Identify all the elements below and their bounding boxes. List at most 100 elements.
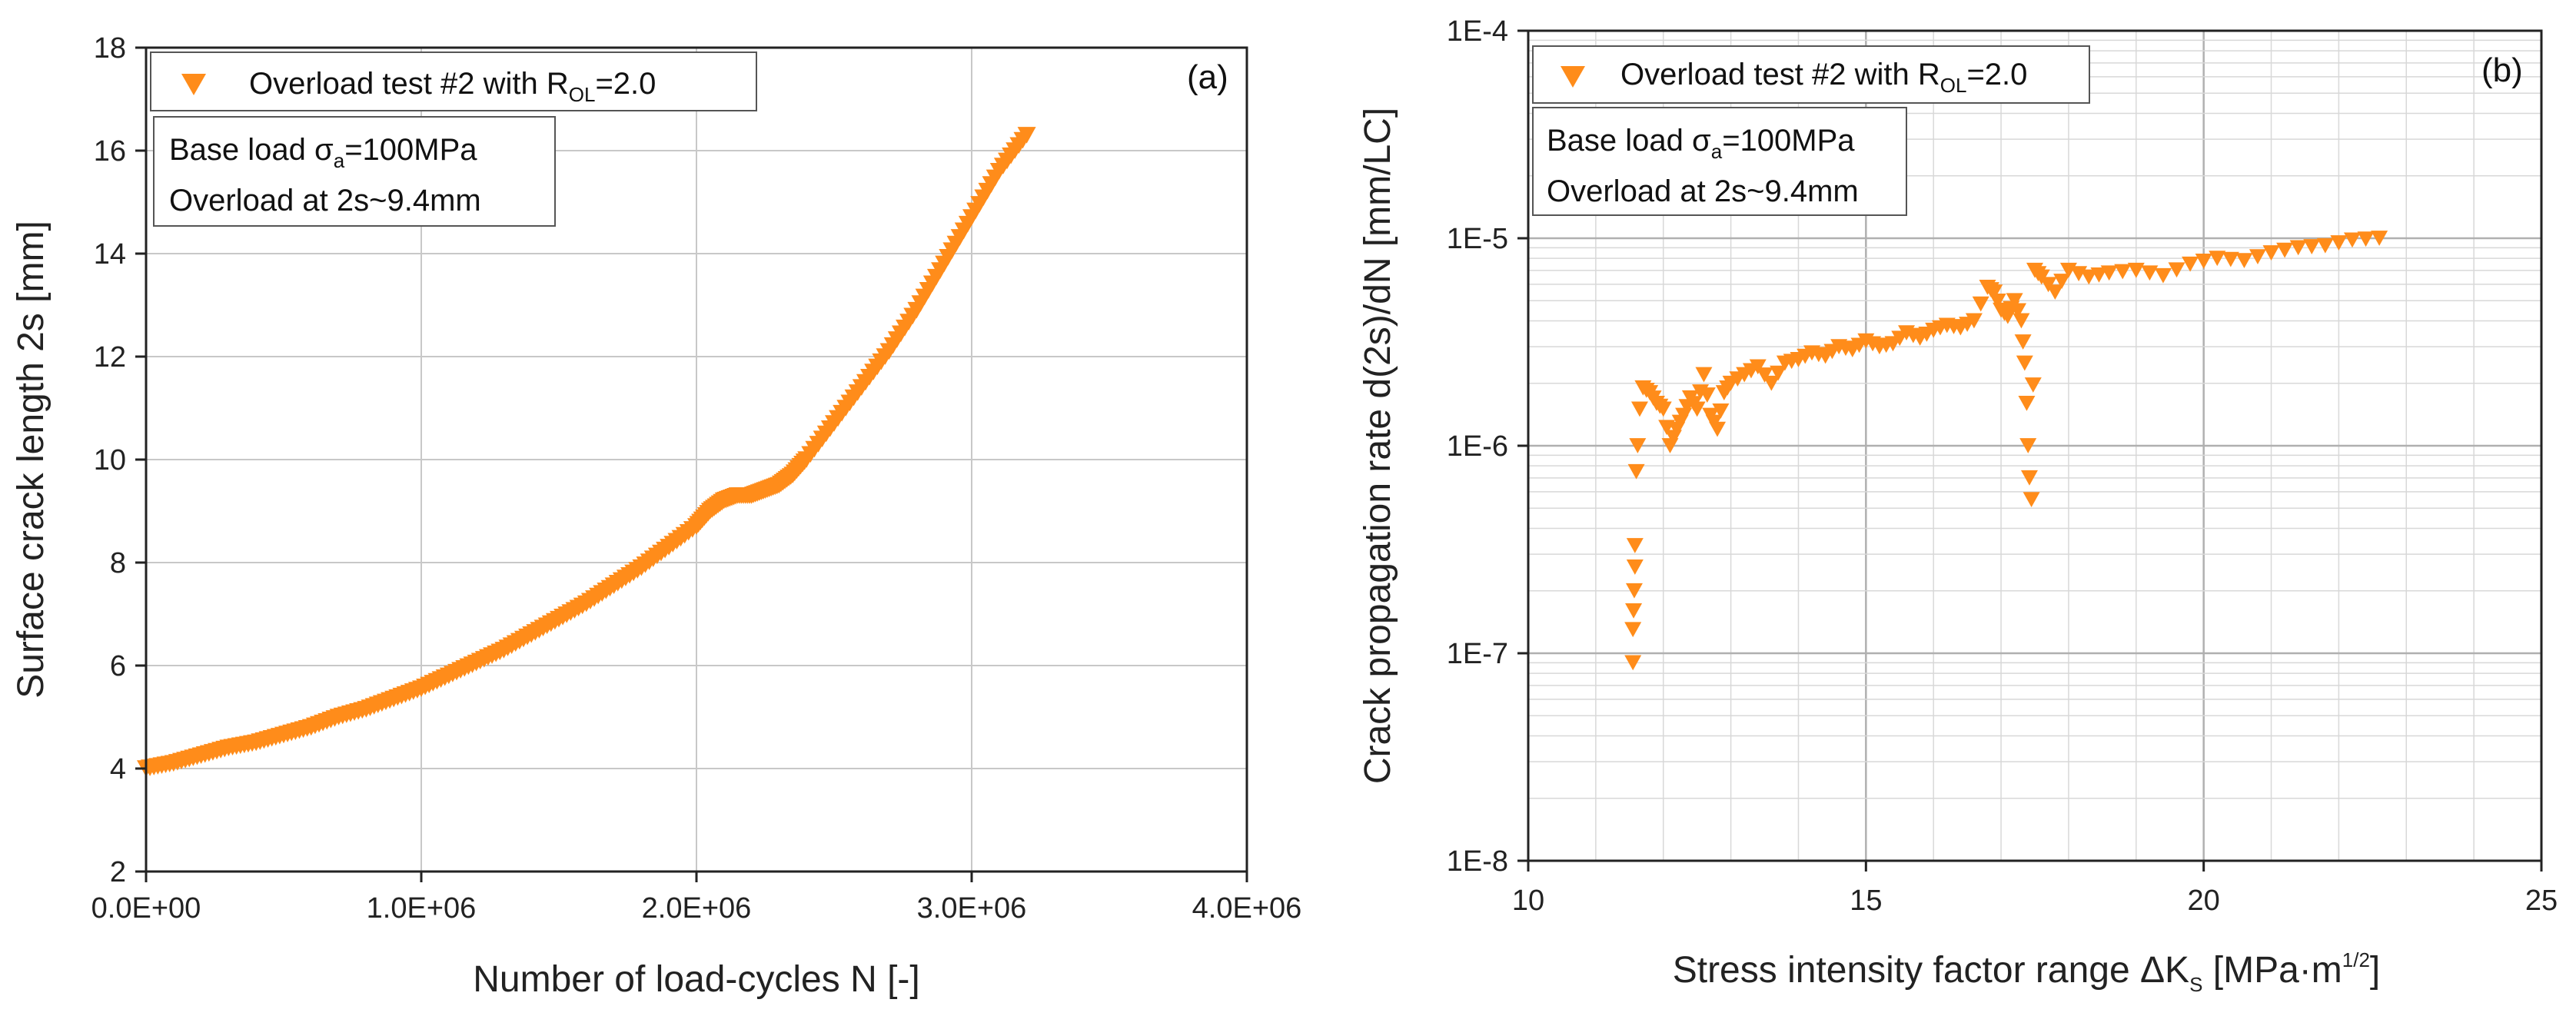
x-tick-label-b: 15 [1850,885,1882,917]
data-point-b [1624,655,1642,671]
data-point-b [2371,231,2388,246]
data-point-b [1836,340,1854,357]
data-point-b [2080,269,2098,285]
data-point-b [2303,239,2321,254]
legend-box-a [150,51,757,111]
data-point-b [1864,336,1882,352]
y-axis-label-b: Crack propagation rate d(2s)/dN [mm/LC] [1358,108,1398,784]
data-point-b [2222,251,2239,267]
y-tick-label-a: 6 [110,650,126,682]
data-point-b [1626,538,1644,553]
data-point-b [1637,383,1655,398]
y-tick-label-a: 10 [94,444,126,476]
data-point-b [2023,492,2040,508]
data-point-b [1698,387,1716,403]
y-tick-label-b: 1E-4 [1447,15,1508,48]
x-tick-label-b: 25 [2525,885,2558,917]
data-point-b [2168,262,2185,278]
data-point-b [2262,245,2280,261]
data-point-b [1749,359,1767,375]
data-point-b [1729,371,1747,387]
panel-a: 0.0E+00 1.0E+06 2.0E+06 3.0E+06 4.0E+06 2 4 6 8 1… [11,32,1301,1000]
data-point-b [1629,438,1647,453]
y-tick-label-a: 2 [110,856,126,888]
data-point-b [2024,377,2042,393]
data-point-b [1624,622,1642,638]
data-point-b [1664,430,1682,446]
data-point-b [2195,254,2212,269]
y-tick-label-b: 1E-8 [1447,845,1508,878]
data-point-b [1823,344,1841,360]
data-point-b [1625,603,1643,619]
data-point-b [1770,365,1787,381]
data-point-b [1989,293,2006,309]
data-point-b [1625,583,1643,599]
x-axis-label-a: Number of load-cycles N [-] [473,959,920,1000]
y-tick-label-b: 1E-5 [1447,223,1508,255]
data-point-b [1658,420,1676,436]
y-tick-label-a: 14 [94,238,126,271]
data-point-b [1671,414,1689,430]
data-point-b [1626,559,1644,575]
data-point-b [2182,256,2199,272]
y-axis-label-a: Surface crack length 2s [mm] [11,221,52,699]
data-point-b [2249,249,2266,264]
annotation-line2-a: Overload at 2s~9.4mm [169,184,481,217]
data-point-b [1695,367,1713,383]
x-tick-label-b: 20 [2188,885,2220,917]
x-tick-label-a: 0.0E+00 [91,892,201,925]
data-point-b [2046,284,2064,300]
data-point-b [2006,293,2023,309]
annotation-box-a [153,116,556,227]
panel-b: 10 15 20 25 1E-8 1E-7 1E-6 1E-5 1E-4 (b) Overloa… [1358,15,2558,996]
data-point-b [1756,367,1773,383]
data-point-b [2053,274,2071,289]
data-point-b [1685,396,1703,412]
legend-a: Overload test #2 with ROL=2.0 [150,51,757,111]
annotation-line1-a: Base load σa=100MPa [169,133,477,172]
data-point-b [2016,355,2033,371]
data-point-b [2018,395,2036,411]
data-point-b [1982,282,1999,297]
data-point-b [1627,463,1645,480]
grid-b [1528,31,2541,861]
data-point-b [1850,337,1868,354]
data-point-b [2209,251,2226,267]
annotation-line1-b: Base load σa=100MPa [1547,124,1855,163]
data-point-b [1644,390,1662,406]
data-point-b [1705,414,1723,430]
annotation-line2-b: Overload at 2s~9.4mm [1547,174,1859,208]
x-tick-label-a: 2.0E+06 [642,892,752,925]
x-tick-label-a: 3.0E+06 [917,892,1027,925]
y-tick-label-a: 12 [94,341,126,374]
data-point-b [2316,237,2334,254]
data-point-b [1891,330,1909,347]
y-tick-label-a: 4 [110,753,126,785]
panel-label-b: (b) [2481,51,2523,89]
y-tick-label-b: 1E-7 [1447,638,1508,670]
data-point-b [1810,347,1827,363]
data-point-b [1783,354,1800,370]
data-point-b [1742,363,1760,379]
x-tick-label-a: 1.0E+06 [367,892,477,925]
annotation-box-b [1532,107,1907,216]
annotation-a: Base load σa=100MPa Overload at 2s~9.4mm [153,116,556,227]
data-point-b [1959,317,1976,332]
data-point-b [1719,380,1737,396]
data-point-b [2357,231,2375,247]
legend-marker-icon-a [181,74,206,95]
data-point-b [2114,264,2132,280]
x-axis-label-b: Stress intensity factor range ΔKS [MPa·m… [1673,948,2381,996]
y-tick-label-a: 8 [110,547,126,579]
data-point-b [1797,348,1814,364]
data-point-b [2013,313,2030,329]
annotation-b: Base load σa=100MPa Overload at 2s~9.4mm [1532,107,1907,216]
data-point-b [1651,398,1669,414]
data-point-b [1945,319,1963,334]
data-point-b [1931,320,1949,336]
data-point-b [1763,375,1780,391]
panel-label-a: (a) [1187,58,1228,96]
data-point-b [2343,232,2361,248]
data-point-b [2090,267,2108,283]
